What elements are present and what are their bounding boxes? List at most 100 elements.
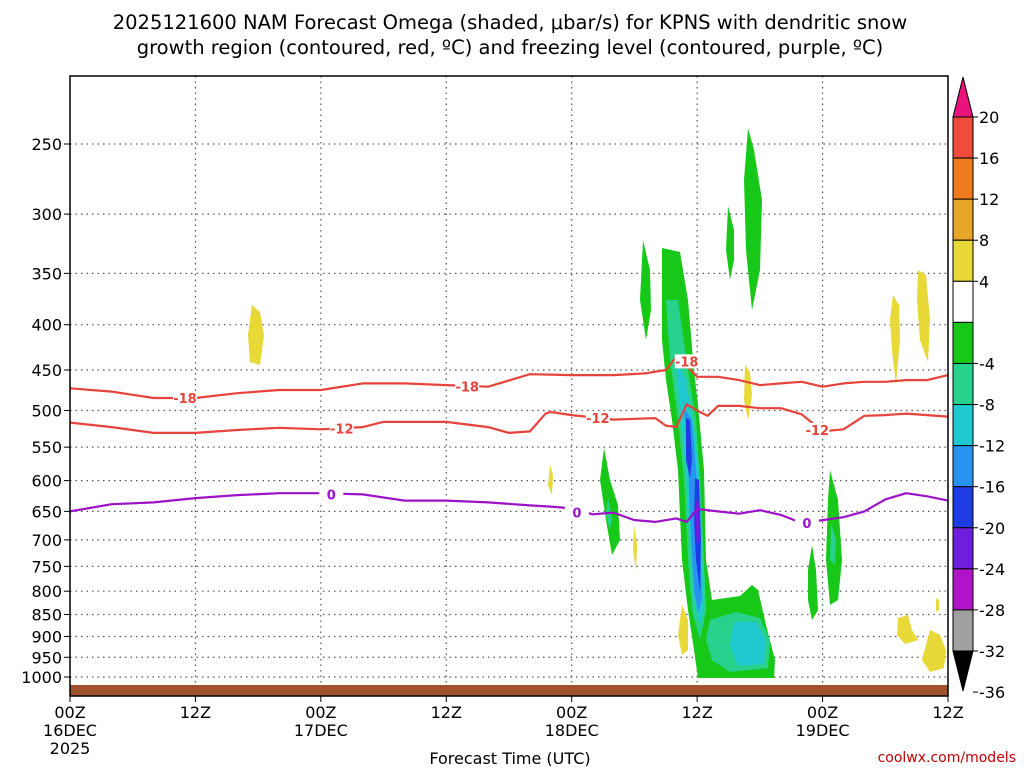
y-tick-label-350: 350 [31,264,62,283]
omega-yellow-patch-10 [936,598,939,612]
omega-yellow-patch-1 [248,305,264,365]
omega-upper-streak-2 [726,206,734,280]
title-line2: growth region (contoured, red, ºC) and f… [137,36,884,59]
colorbar-label-10: -24 [979,560,1005,579]
plot-area [70,76,948,696]
y-tick-label-450: 450 [31,361,62,380]
colorbar-bin-3 [952,198,974,241]
contour-zero [70,492,948,525]
omega-late-streak-1-teal [830,522,836,565]
colorbar-bin-10 [952,486,974,529]
y-tick-label-250: 250 [31,135,62,154]
contour-labels: -18 -18 -18 -12 -12 -12 0 0 0 [172,354,830,532]
contour-minus12 [70,403,948,434]
colorbar-bin-5 [952,280,974,323]
contour-label-bg-zero-0 [319,487,344,502]
y-tick-label-750: 750 [31,557,62,576]
y-tick-label-850: 850 [31,606,62,625]
colorbar-bin-12 [952,568,974,611]
x-tick-label-84: 12Z [932,703,963,722]
y-tick-label-500: 500 [31,402,62,421]
colorbar-label-12: -32 [979,642,1005,661]
y-axis-ticks: 250 300 350 400 450 500 550 600 650 700 750 800 850 9… [21,135,70,687]
title-line1: 2025121600 NAM Forecast Omega (shaded, μ… [113,11,908,34]
colorbar-bin-9 [952,445,974,488]
contour-label-zero-1: 0 [572,507,581,522]
colorbar: 20 16 12 8 4 -4 -8 -12 -16 -20 -24 -28 -32 -36 [952,76,1005,702]
colorbar-label-11: -28 [979,601,1005,620]
omega-yellow-patch-5 [548,465,553,495]
omega-mid-streak-1 [600,448,620,555]
contour-label-zero-2: 0 [802,517,811,532]
contour-minus18 [70,355,948,400]
colorbar-bin-1 [952,116,974,159]
contour-label-minus18-1: -18 [455,381,479,396]
x-tick-label-48: 00Z [556,703,587,722]
colorbar-label-1: 16 [979,149,999,168]
x-tick-year-0: 2025 [50,739,91,758]
contour-label-minus12-2: -12 [806,424,830,439]
colorbar-label-2: 12 [979,190,999,209]
colorbar-label-4: 4 [979,272,989,291]
contour-label-bg-minus18-0 [172,390,197,405]
contour-label-minus12-1: -12 [586,412,610,427]
x-tick-label-36: 12Z [431,703,462,722]
plot-frame [69,75,949,697]
omega-late-streak-2 [808,545,818,620]
contour-label-bg-zero-2 [794,516,819,531]
grid-lines [70,76,948,696]
colorbar-bin-7 [952,362,974,406]
omega-upper-streak-1 [744,128,762,310]
x-tick-label-12: 12Z [180,703,211,722]
colorbar-label-13: -36 [979,683,1005,702]
colorbar-label-0: 20 [979,108,999,127]
colorbar-top-arrow [952,76,974,118]
x-tick-label-0: 00Z [54,703,85,722]
colorbar-label-3: 8 [979,231,989,250]
colorbar-bin-4 [952,239,974,282]
contour-label-bg-minus12-1 [585,411,610,426]
colorbar-bin-13 [952,609,974,652]
contour-label-minus18-2: -18 [675,355,699,370]
contour-label-bg-minus18-2 [674,354,699,369]
colorbar-label-8: -16 [979,478,1005,497]
omega-lower-block-cyan [730,622,766,666]
contour-lines [70,355,948,525]
colorbar-label-5: -4 [979,354,995,373]
y-tick-label-400: 400 [31,316,62,335]
x-tick-date-0: 16DEC [43,721,97,740]
x-tick-date-24: 17DEC [294,721,348,740]
x-tick-date-48: 18DEC [545,721,599,740]
x-tick-date-72: 19DEC [796,721,850,740]
x-tick-label-24: 00Z [305,703,336,722]
omega-upper-streak-3 [640,240,651,340]
y-tick-label-800: 800 [31,582,62,601]
y-tick-label-600: 600 [31,472,62,491]
colorbar-bin-6 [952,321,974,364]
y-tick-label-700: 700 [31,531,62,550]
colorbar-label-6: -8 [979,396,995,415]
contour-label-bg-minus12-0 [329,421,354,436]
y-tick-label-300: 300 [31,205,62,224]
contour-label-bg-zero-1 [564,505,589,520]
contour-label-bg-minus12-2 [805,422,830,437]
y-tick-label-650: 650 [31,502,62,521]
contour-label-minus12-0: -12 [330,423,354,438]
ground-strip [70,685,948,696]
omega-yellow-patch-7 [678,605,688,655]
colorbar-bin-8 [952,404,974,447]
omega-yellow-patch-9 [922,630,946,672]
colorbar-bottom-arrow [952,650,974,692]
colorbar-bin-11 [952,527,974,570]
omega-yellow-patch-8 [897,615,918,644]
y-tick-label-1000: 1000 [21,668,62,687]
omega-yellow-patch-2 [890,295,900,385]
x-axis-title: Forecast Time (UTC) [429,749,590,768]
contour-label-bg-minus18-1 [455,379,480,394]
contour-label-zero-0: 0 [327,488,336,503]
omega-yellow-patch-3 [917,270,930,362]
credit-text: coolwx.com/models [878,750,1016,766]
x-tick-label-60: 12Z [681,703,712,722]
